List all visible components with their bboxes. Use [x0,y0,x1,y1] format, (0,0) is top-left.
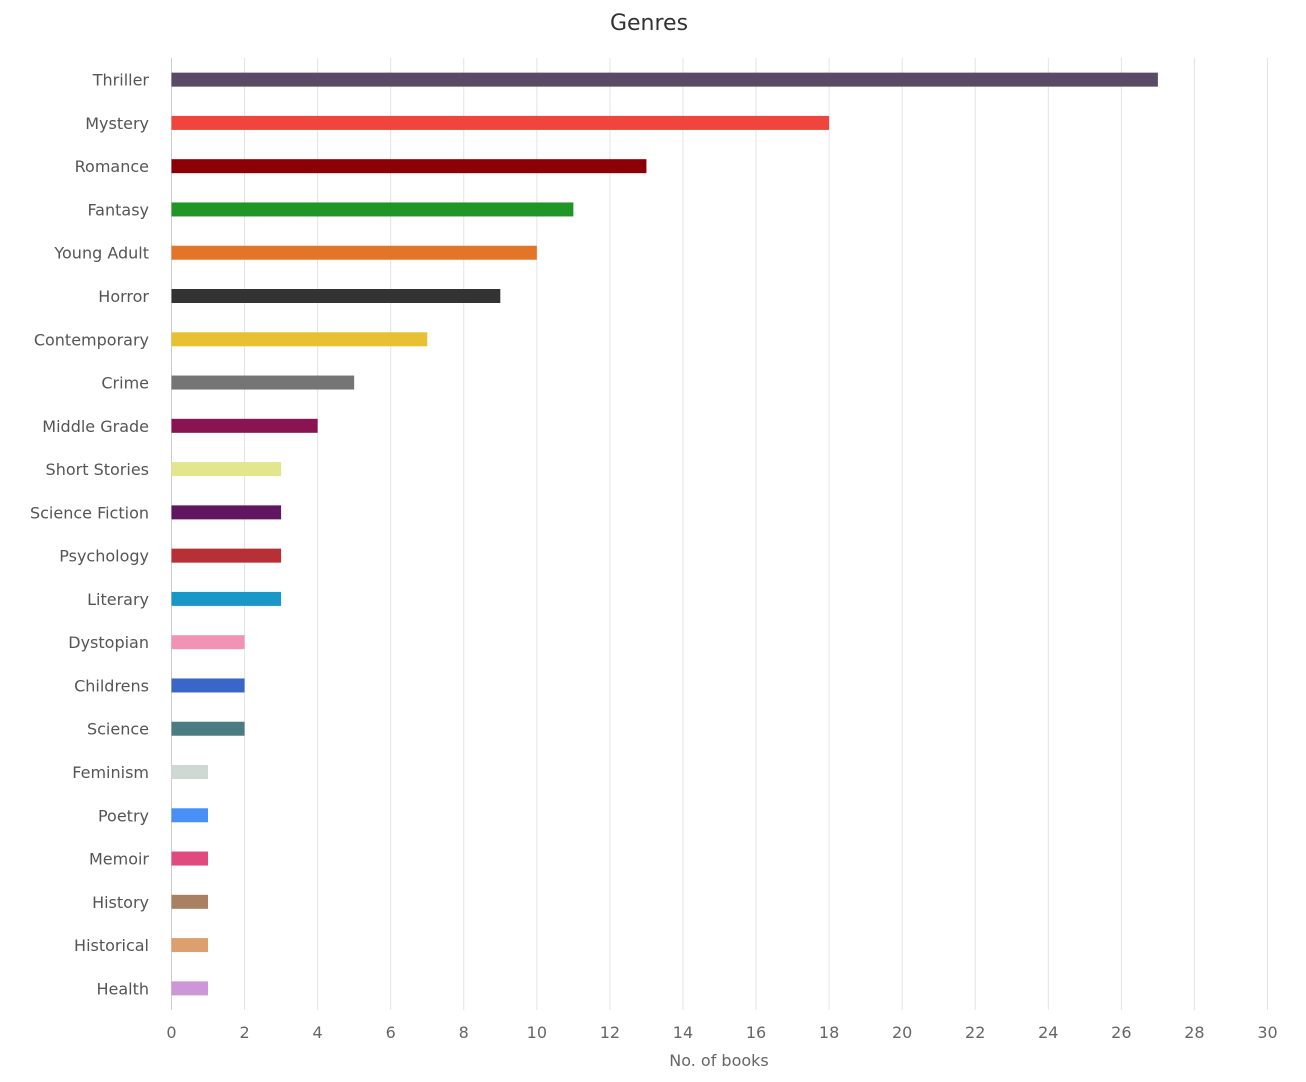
bar-thriller[interactable] [171,72,1158,87]
bar-feminism[interactable] [171,765,209,779]
category-label: Horror [98,287,149,306]
category-label: Dystopian [68,633,149,652]
category-label: Short Stories [46,460,149,479]
x-tick-label: 12 [600,1023,620,1042]
category-label: Childrens [74,676,149,695]
chart-title: Genres [610,11,688,36]
bar-psychology[interactable] [171,548,282,563]
x-tick-label: 26 [1111,1023,1131,1042]
bar-horror[interactable] [171,289,501,303]
category-label: Middle Grade [42,417,149,436]
category-label: Thriller [92,71,150,90]
bar-dystopian[interactable] [171,635,245,650]
category-label: Young Adult [53,244,149,263]
gridlines [171,58,1268,1010]
category-label: Science [87,720,149,739]
x-tick-label: 28 [1184,1023,1204,1042]
category-label: Contemporary [34,330,149,349]
bars [171,72,1158,996]
category-label: Crime [101,374,149,393]
category-label: Psychology [59,547,149,566]
bar-literary[interactable] [171,591,282,606]
category-label: Historical [74,936,149,955]
bar-short-stories[interactable] [171,462,282,477]
x-tick-label: 6 [386,1023,396,1042]
x-tick-label: 8 [459,1023,469,1042]
x-tick-label: 16 [746,1023,766,1042]
x-tick-label: 18 [819,1023,839,1042]
bar-science[interactable] [171,721,245,736]
bar-memoir[interactable] [171,851,209,866]
x-tick-labels: 0 2 4 6 8 10 12 14 16 18 20 22 24 26 28 30 [166,1023,1277,1042]
bar-health[interactable] [171,981,209,996]
x-tick-label: 0 [166,1023,176,1042]
bar-romance[interactable] [171,159,647,174]
bar-historical[interactable] [171,938,209,953]
category-label: History [92,893,149,912]
x-tick-label: 30 [1257,1023,1277,1042]
x-tick-label: 4 [313,1023,323,1042]
category-label: Health [96,979,149,998]
bar-fantasy[interactable] [171,202,574,217]
bar-science-fiction[interactable] [171,505,282,520]
bar-childrens[interactable] [171,678,245,693]
category-label: Mystery [85,114,149,133]
x-tick-label: 24 [1038,1023,1058,1042]
category-label: Memoir [89,850,149,869]
x-tick-label: 10 [527,1023,547,1042]
x-tick-label: 2 [239,1023,249,1042]
x-tick-label: 20 [892,1023,912,1042]
category-label: Science Fiction [30,503,149,522]
bar-contemporary[interactable] [171,332,428,347]
category-label: Romance [75,157,149,176]
category-label: Feminism [72,763,149,782]
x-tick-label: 14 [673,1023,693,1042]
x-axis-title: No. of books [669,1051,769,1070]
bar-history[interactable] [171,894,209,909]
category-label: Fantasy [87,200,149,219]
bar-crime[interactable] [171,375,355,390]
category-label: Poetry [98,806,149,825]
bar-poetry[interactable] [171,808,209,823]
category-labels: Thriller Mystery Romance Fantasy Young Adult… [30,71,149,999]
bar-mystery[interactable] [171,115,830,130]
category-label: Literary [87,590,149,609]
bar-young-adult[interactable] [171,245,537,260]
x-tick-label: 22 [965,1023,985,1042]
bar-middle-grade[interactable] [171,418,318,433]
